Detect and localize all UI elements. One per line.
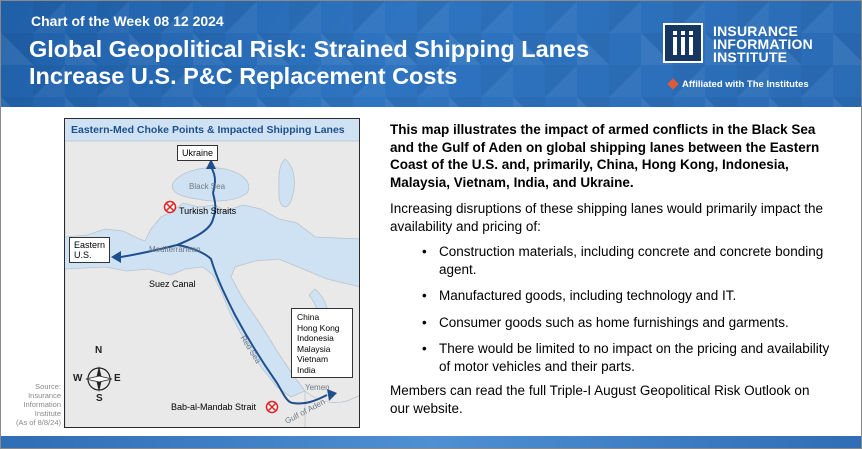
source-line: Information [23, 400, 61, 409]
label-eastern-us-line: Eastern [74, 240, 106, 250]
route-ukraine [210, 166, 216, 194]
source-note: Source: Insurance Information Institute … [9, 382, 61, 427]
logo-bar [673, 37, 677, 55]
list-item-text: There would be limited to no impact on t… [439, 341, 830, 374]
affiliation-text: Affiliated with The Institutes [682, 79, 809, 90]
logo-bar [689, 37, 693, 55]
source-line: Institute [34, 409, 61, 418]
compass-w: W [73, 373, 83, 384]
route-gulf-of-aden [292, 394, 328, 405]
compass-n: N [95, 345, 103, 356]
bullet-icon: • [422, 341, 427, 356]
choke-point-bab-al-mandab-icon [265, 400, 279, 414]
footer-bar [1, 436, 861, 448]
logo-line: INSURANCE [713, 23, 799, 39]
bullet-icon: • [422, 288, 427, 303]
logo-dot [673, 31, 677, 35]
iii-logo-icon [663, 23, 703, 63]
list-item: • There would be limited to no impact on … [390, 340, 830, 375]
page-title: Global Geopolitical Risk: Strained Shipp… [29, 36, 590, 89]
bullet-icon: • [422, 244, 427, 259]
source-line: (As of 8/8/24) [15, 418, 61, 427]
label-yemen: Yemen [305, 383, 330, 392]
list-item-text: Manufactured goods, including technology… [439, 288, 737, 303]
affiliation: Affiliated with The Institutes [667, 78, 809, 90]
label-eastern-us: Eastern U.S. [69, 237, 111, 263]
route-red-sea [176, 244, 294, 404]
route-arrow-east-icon [327, 389, 337, 401]
destinations-box: China Hong Kong Indonesia Malaysia Vietn… [291, 308, 353, 378]
compass-s: S [96, 393, 103, 404]
map-title: Eastern-Med Choke Points & Impacted Ship… [71, 124, 345, 136]
map-graphic [65, 119, 359, 427]
label-mediterranean: Mediterranean [149, 245, 201, 254]
list-item: • Manufactured goods, including technolog… [390, 287, 830, 305]
logo-dot [689, 31, 693, 35]
logo-wordmark: INSURANCE INFORMATION INSTITUTE [713, 23, 813, 65]
label-eastern-us-line: U.S. [74, 250, 92, 260]
source-line: Source: [35, 382, 61, 391]
list-item-text: Construction materials, including concre… [439, 244, 824, 277]
header-pattern [1, 1, 861, 107]
destination: Malaysia [297, 343, 331, 354]
intro-paragraph: Increasing disruptions of these shipping… [390, 201, 823, 234]
logo-line: INFORMATION [713, 36, 813, 52]
caspian-water [278, 158, 295, 208]
list-item: • Consumer goods such as home furnishings… [390, 314, 830, 332]
description: This map illustrates the impact of armed… [390, 121, 830, 417]
destination: India [297, 364, 316, 375]
lead-paragraph: This map illustrates the impact of armed… [390, 122, 820, 190]
destination: Hong Kong [297, 322, 340, 333]
shipping-map: Eastern-Med Choke Points & Impacted Ship… [64, 118, 360, 428]
bullet-icon: • [422, 314, 427, 330]
header-banner: Chart of the Week 08 12 2024 Global Geop… [1, 1, 861, 107]
destination: Indonesia [297, 333, 334, 343]
impact-list: • Construction materials, including concr… [390, 243, 830, 375]
label-suez-canal: Suez Canal [149, 279, 196, 289]
choke-point-turkish-straits-icon [163, 200, 177, 214]
route-black-sea [120, 192, 217, 258]
outro-paragraph: Members can read the full Triple-I Augus… [390, 383, 810, 416]
label-bab-al-mandab: Bab-al-Mandab Strait [171, 402, 257, 412]
list-item-text: Consumer goods such as home furnishings … [439, 314, 789, 330]
destination: China [297, 312, 320, 322]
route-arrow-west-icon [111, 251, 121, 263]
logo-bar [681, 37, 685, 55]
route-arrow-north-icon [206, 159, 216, 169]
label-turkish-straits: Turkish Straits [179, 206, 237, 216]
source-line: Insurance [28, 391, 61, 400]
destination: Vietnam [297, 354, 329, 364]
compass-rose-icon: N S E W [67, 345, 127, 405]
logo-line: INSTITUTE [713, 49, 788, 65]
week-label: Chart of the Week 08 12 2024 [31, 13, 224, 29]
compass-e: E [114, 373, 121, 384]
label-ukraine: Ukraine [177, 145, 219, 161]
label-black-sea: Black Sea [189, 182, 226, 191]
institutes-mark-icon [667, 78, 679, 90]
list-item: • Construction materials, including concr… [390, 243, 830, 278]
logo-dot [681, 31, 685, 35]
